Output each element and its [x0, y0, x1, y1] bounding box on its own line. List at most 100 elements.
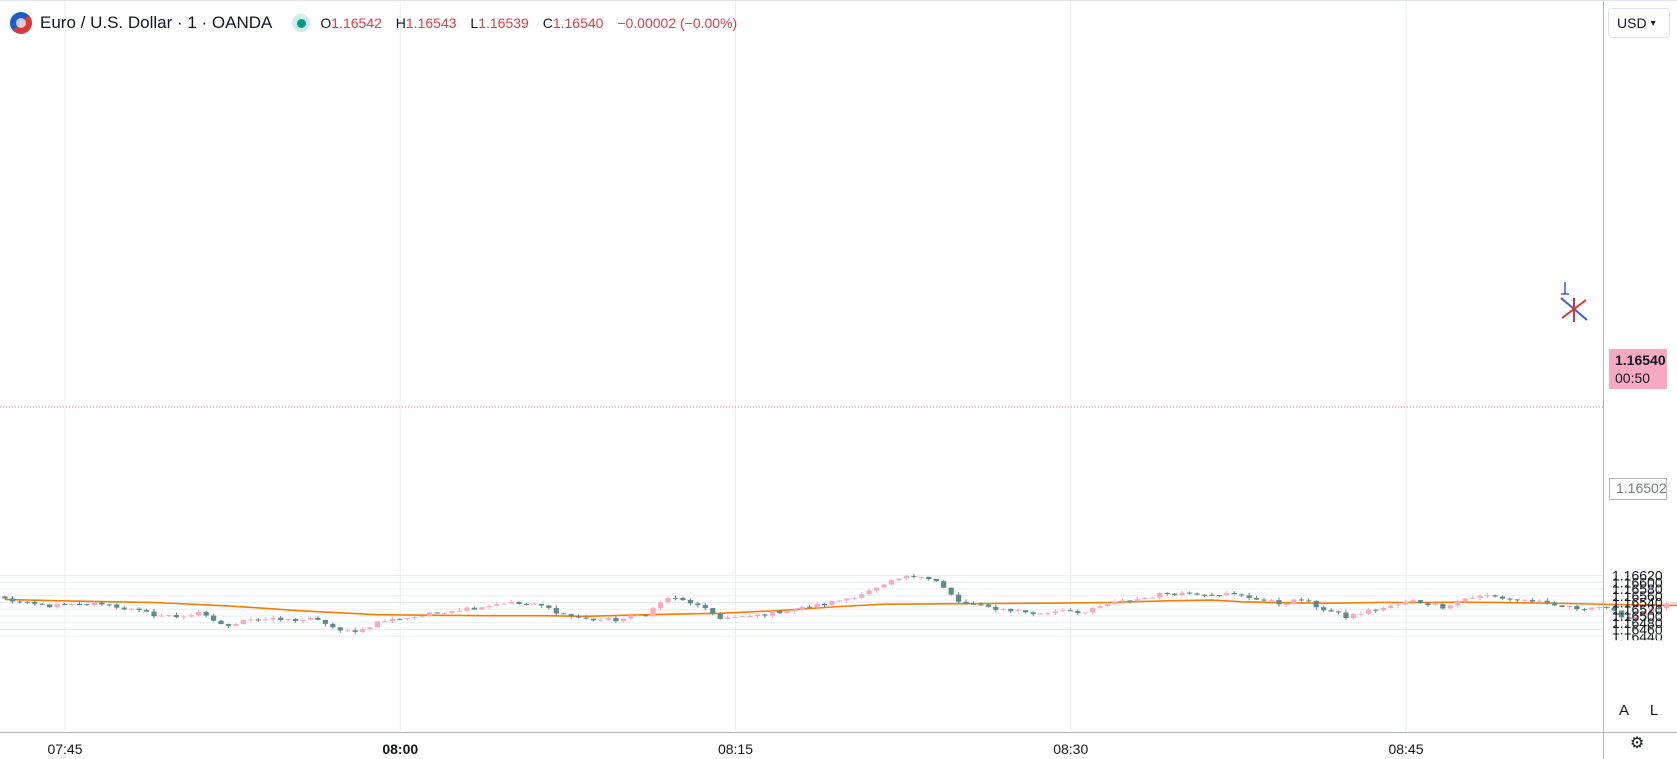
- gear-icon[interactable]: ⚙: [1629, 735, 1645, 752]
- candle: [1283, 603, 1289, 607]
- candle-body: [1388, 605, 1394, 608]
- currency-label: USD: [1617, 15, 1647, 31]
- candle: [2, 595, 8, 600]
- y-tick-label-8: 1.16620: [1612, 568, 1663, 584]
- currency-selector[interactable]: USD ▾: [1608, 8, 1670, 38]
- candle: [1388, 604, 1394, 609]
- candle: [419, 616, 425, 618]
- candle: [1306, 598, 1312, 602]
- candle-body: [956, 594, 962, 602]
- candle-body: [970, 603, 977, 605]
- candle: [1037, 612, 1044, 615]
- candle: [158, 613, 165, 617]
- candle-body: [181, 616, 187, 618]
- candle-body: [792, 609, 798, 612]
- candle: [672, 595, 679, 601]
- candle-body: [106, 604, 112, 606]
- candle-body: [605, 618, 612, 620]
- candle-body: [836, 600, 842, 602]
- candle-body: [1365, 609, 1371, 614]
- candle-body: [531, 603, 537, 605]
- candle-body: [1529, 599, 1535, 602]
- x-axis-ticks: 07:4508:0008:1508:3008:4509:0009:1509:30…: [47, 741, 1423, 757]
- candle: [874, 587, 880, 593]
- candle: [702, 602, 708, 611]
- candle-body: [911, 576, 917, 578]
- change-value: −0.00002 (−0.00%): [617, 15, 738, 31]
- candle: [76, 601, 83, 606]
- candle: [196, 610, 202, 617]
- candle: [91, 600, 97, 607]
- candle-body: [24, 601, 30, 603]
- log-scale-button[interactable]: L: [1649, 702, 1659, 719]
- candle: [1514, 599, 1520, 603]
- candle: [1365, 607, 1371, 616]
- candle: [948, 587, 954, 596]
- candle-body: [1499, 596, 1506, 599]
- candle: [315, 616, 321, 621]
- candle-body: [300, 619, 306, 621]
- candle: [1671, 602, 1677, 604]
- candle-body: [1246, 595, 1252, 598]
- candle-body: [672, 597, 679, 599]
- candle: [762, 613, 768, 618]
- candle: [1559, 605, 1565, 608]
- candle: [546, 605, 552, 610]
- candle: [851, 596, 857, 601]
- candle-body: [1172, 593, 1178, 596]
- candle: [278, 615, 284, 622]
- candle: [1417, 599, 1424, 604]
- candle: [1544, 598, 1550, 605]
- candle: [1023, 610, 1029, 614]
- candle-body: [665, 597, 671, 603]
- candle-body: [874, 587, 880, 591]
- candle-body: [978, 604, 984, 606]
- symbol-title[interactable]: Euro / U.S. Dollar · 1 · OANDA: [40, 13, 273, 32]
- candle: [464, 605, 470, 613]
- candle-body: [1507, 598, 1513, 600]
- candle-body: [91, 602, 97, 606]
- candle-body: [1432, 604, 1438, 606]
- candle: [345, 629, 351, 633]
- auto-scale-button[interactable]: A: [1618, 702, 1629, 719]
- y-tick-label-4: 1.16540: [1612, 595, 1663, 611]
- candle-body: [1462, 598, 1468, 601]
- candle-body: [1417, 600, 1424, 604]
- candle: [1633, 614, 1640, 622]
- candle-body: [1209, 594, 1215, 596]
- candle-body: [136, 608, 142, 610]
- candle: [844, 598, 850, 604]
- candle-body: [680, 597, 686, 601]
- candle-body: [188, 615, 194, 617]
- candle: [143, 608, 150, 612]
- candle-body: [799, 606, 805, 610]
- candle: [1641, 610, 1647, 618]
- candle: [717, 611, 723, 620]
- candle-body: [866, 590, 872, 595]
- candle-body: [888, 580, 895, 585]
- candle: [1097, 604, 1103, 609]
- x-tick-label-2: 08:15: [718, 741, 753, 757]
- candle-body: [851, 597, 857, 599]
- candle-body: [1298, 599, 1304, 601]
- candle: [1142, 596, 1148, 600]
- candle: [1380, 606, 1386, 612]
- low-value: 1.16539: [478, 15, 529, 31]
- candle-body: [62, 604, 68, 606]
- bar-countdown: 00:50: [1615, 370, 1651, 386]
- candle: [576, 614, 582, 619]
- candle-body: [635, 615, 641, 617]
- candle: [1201, 593, 1208, 598]
- close-label: C: [542, 15, 553, 31]
- candle: [881, 584, 887, 588]
- candle-body: [1604, 606, 1610, 608]
- candle: [1090, 606, 1096, 615]
- candle-body: [486, 605, 492, 608]
- candle: [441, 612, 448, 616]
- candle: [1231, 591, 1237, 595]
- candle-body: [1127, 600, 1133, 602]
- candle-body: [1410, 600, 1416, 602]
- candle: [352, 627, 358, 634]
- candle-body: [233, 624, 239, 626]
